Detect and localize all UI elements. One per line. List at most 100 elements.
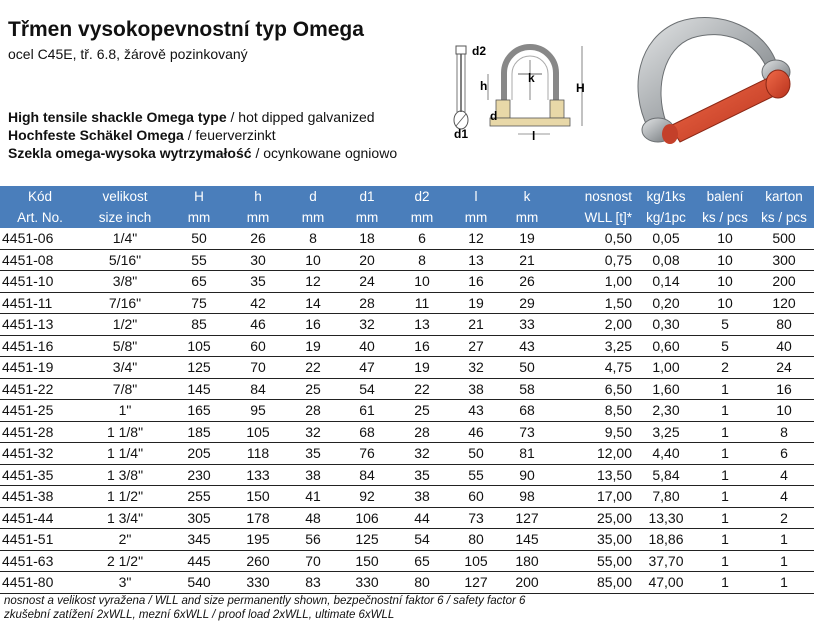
- table-cell: 73: [504, 421, 550, 443]
- table-cell: 1: [696, 571, 754, 594]
- table-row: 4451-25 1" 165 95 28 61 25 43 68 8,50 2,30 1 10: [0, 399, 814, 422]
- col-unit-carton: ks / pcs: [761, 210, 807, 225]
- col-header-carton: karton: [765, 189, 803, 204]
- table-cell: 127: [504, 507, 550, 529]
- table-cell: 47,00: [636, 571, 696, 594]
- description-de: Hochfeste Schäkel Omega / feuerverzinkt: [8, 127, 276, 143]
- footnote-line: nosnost a velikost vyražena / WLL and si…: [4, 595, 526, 607]
- table-cell: 10: [696, 249, 754, 271]
- table-cell: 1 1/4": [80, 442, 170, 465]
- table-cell: 70: [288, 550, 338, 572]
- col-unit-pack: ks / pcs: [702, 210, 748, 225]
- shackle-photo: [637, 17, 791, 144]
- table-cell: 42: [228, 292, 288, 314]
- label-k: k: [528, 71, 535, 85]
- table-cell: 125: [170, 356, 228, 379]
- table-cell: 95: [228, 399, 288, 422]
- shackle-spec-table: Kód velikost H h d d1 d2 l k nosnost kg/…: [0, 186, 814, 594]
- table-cell: 5: [696, 335, 754, 357]
- table-cell: 84: [228, 378, 288, 400]
- table-cell: 68: [504, 399, 550, 422]
- col-unit-l: mm: [464, 210, 488, 225]
- table-cell: 55,00: [550, 550, 636, 572]
- table-cell: 1: [696, 528, 754, 551]
- table-cell: 32: [288, 421, 338, 443]
- table-row: 4451-16 5/8" 105 60 19 40 16 27 43 3,25 0,60 5 40: [0, 335, 814, 357]
- table-cell: 1: [754, 550, 814, 572]
- table-cell: 28: [396, 421, 448, 443]
- table-cell: 3/8": [80, 270, 170, 293]
- table-cell: 1,60: [636, 378, 696, 400]
- table-cell: 255: [170, 485, 228, 508]
- table-cell: 58: [504, 378, 550, 400]
- table-cell: 35: [228, 270, 288, 293]
- table-row: 4451-35 1 3/8" 230 133 38 84 35 55 90 13,50 5,84 1 4: [0, 464, 814, 486]
- table-cell: 10: [696, 228, 754, 250]
- table-cell: 4451-38: [0, 485, 80, 508]
- table-cell: 133: [228, 464, 288, 486]
- table-cell: 1/4": [80, 228, 170, 250]
- table-cell: 6,50: [550, 378, 636, 400]
- table-cell: 2": [80, 528, 170, 551]
- table-cell: 12: [288, 270, 338, 293]
- table-cell: 85,00: [550, 571, 636, 594]
- table-cell: 4451-63: [0, 550, 80, 572]
- table-cell: 12,00: [550, 442, 636, 465]
- header-row-labels: Kód velikost H h d d1 d2 l k nosnost kg/…: [0, 186, 814, 207]
- table-row: 4451-22 7/8" 145 84 25 54 22 38 58 6,50 1,60 1 16: [0, 378, 814, 400]
- table-cell: 300: [754, 249, 814, 271]
- table-cell: 28: [338, 292, 396, 314]
- table-cell: 8,50: [550, 399, 636, 422]
- table-cell: 105: [448, 550, 504, 572]
- table-cell: 4451-16: [0, 335, 80, 357]
- table-cell: 1": [80, 399, 170, 422]
- table-cell: 12: [448, 228, 504, 250]
- table-cell: 4451-13: [0, 313, 80, 336]
- table-cell: 14: [288, 292, 338, 314]
- table-cell: 195: [228, 528, 288, 551]
- table-row: 4451-38 1 1/2" 255 150 41 92 38 60 98 17,00 7,80 1 4: [0, 485, 814, 508]
- table-cell: 1: [696, 507, 754, 529]
- table-cell: 13: [448, 249, 504, 271]
- table-cell: 1: [696, 464, 754, 486]
- col-header-d2: d2: [414, 189, 430, 204]
- col-unit-h: mm: [246, 210, 270, 225]
- table-cell: 500: [754, 228, 814, 250]
- table-cell: 6: [754, 442, 814, 465]
- product-descriptions: High tensile shackle Omega type / hot di…: [8, 108, 397, 162]
- table-cell: 0,60: [636, 335, 696, 357]
- table-cell: 35: [288, 442, 338, 465]
- table-cell: 32: [338, 313, 396, 336]
- table-row: 4451-28 1 1/8" 185 105 32 68 28 46 73 9,50 3,25 1 8: [0, 421, 814, 443]
- table-cell: 33: [504, 313, 550, 336]
- table-cell: 54: [338, 378, 396, 400]
- table-cell: 2,00: [550, 313, 636, 336]
- table-cell: 56: [288, 528, 338, 551]
- table-cell: 145: [504, 528, 550, 551]
- table-cell: 65: [396, 550, 448, 572]
- table-cell: 27: [448, 335, 504, 357]
- table-cell: 4451-10: [0, 270, 80, 293]
- table-cell: 38: [288, 464, 338, 486]
- table-cell: 18: [338, 228, 396, 250]
- footnote-line: zkušební zatížení 2xWLL, mezní 6xWLL / p…: [4, 609, 395, 621]
- table-row: 4451-13 1/2" 85 46 16 32 13 21 33 2,00 0,30 5 80: [0, 313, 814, 336]
- table-cell: 19: [448, 292, 504, 314]
- table-cell: 5: [696, 313, 754, 336]
- description-pl: Szekla omega-wysoka wytrzymałość / ocynk…: [8, 145, 398, 161]
- table-cell: 25,00: [550, 507, 636, 529]
- table-cell: 32: [448, 356, 504, 379]
- table-cell: 345: [170, 528, 228, 551]
- label-h: h: [480, 79, 487, 93]
- description-en: High tensile shackle Omega type / hot di…: [8, 109, 375, 125]
- table-cell: 19: [288, 335, 338, 357]
- table-cell: 205: [170, 442, 228, 465]
- table-cell: 3/4": [80, 356, 170, 379]
- table-cell: 61: [338, 399, 396, 422]
- table-cell: 178: [228, 507, 288, 529]
- table-cell: 540: [170, 571, 228, 594]
- table-cell: 330: [228, 571, 288, 594]
- table-cell: 55: [170, 249, 228, 271]
- table-cell: 1 1/2": [80, 485, 170, 508]
- table-cell: 10: [754, 399, 814, 422]
